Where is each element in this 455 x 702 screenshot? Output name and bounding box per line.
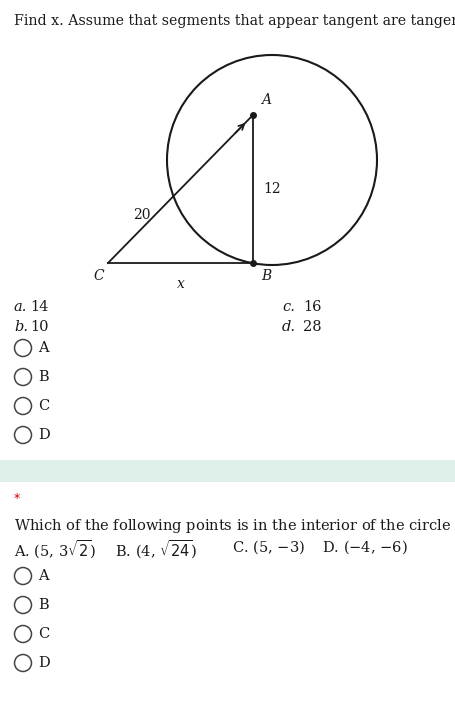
Text: x: x [176, 277, 184, 291]
Bar [0, 460, 455, 482]
Text: B: B [38, 598, 49, 612]
Text: 28: 28 [302, 320, 321, 334]
Text: A: A [260, 93, 270, 107]
Text: C: C [93, 269, 104, 283]
Text: 16: 16 [302, 300, 321, 314]
Text: d.: d. [281, 320, 295, 334]
Text: *: * [14, 492, 20, 505]
Text: C. (5, $-$3): C. (5, $-$3) [232, 538, 304, 556]
Text: A: A [38, 341, 49, 355]
Text: D: D [38, 428, 50, 442]
Text: 12: 12 [263, 182, 280, 196]
Text: 20: 20 [133, 208, 151, 223]
Text: A. (5, 3$\sqrt{2}$): A. (5, 3$\sqrt{2}$) [14, 538, 96, 561]
Text: c.: c. [281, 300, 294, 314]
Text: 14: 14 [30, 300, 48, 314]
Text: 10: 10 [30, 320, 48, 334]
Text: C: C [38, 627, 49, 641]
Text: C: C [38, 399, 49, 413]
Text: Find x. Assume that segments that appear tangent are tangent.: Find x. Assume that segments that appear… [14, 14, 455, 28]
Text: D: D [38, 656, 50, 670]
Text: Which of the following points is in the interior of the circle $x^2 + y^2 = 40$?: Which of the following points is in the … [14, 514, 455, 536]
Text: A: A [38, 569, 49, 583]
Text: D. ($-$4, $-$6): D. ($-$4, $-$6) [321, 538, 407, 556]
Text: B: B [260, 269, 271, 283]
Text: B: B [38, 370, 49, 384]
Text: B. (4, $\sqrt{24}$): B. (4, $\sqrt{24}$) [115, 538, 197, 561]
Text: a.: a. [14, 300, 27, 314]
Text: b.: b. [14, 320, 28, 334]
